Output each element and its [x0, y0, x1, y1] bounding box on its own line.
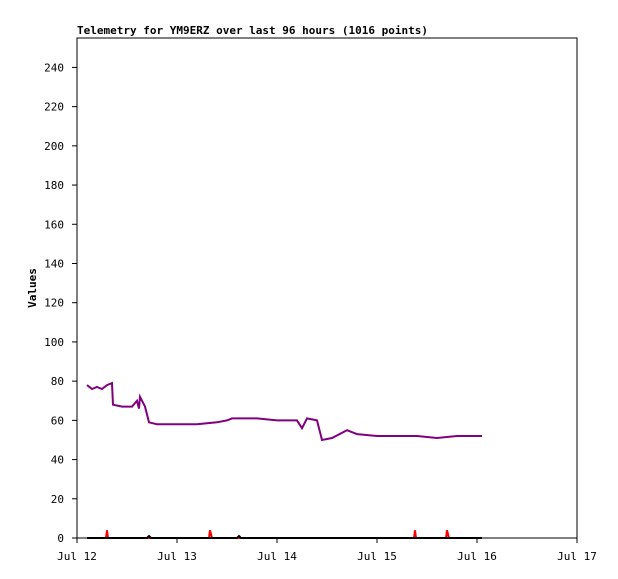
chart-title: Telemetry for YM9ERZ over last 96 hours …: [77, 24, 428, 37]
series-line: [87, 534, 482, 539]
y-tick-label: 60: [51, 414, 64, 427]
y-tick-label: 180: [44, 179, 64, 192]
series-line: [87, 529, 482, 539]
y-tick-label: 220: [44, 101, 64, 114]
series-line: [86, 381, 482, 442]
y-tick-label: 0: [57, 532, 64, 545]
y-tick-label: 20: [51, 493, 64, 506]
y-tick-label: 80: [51, 375, 64, 388]
y-axis-label: Values: [26, 268, 39, 308]
y-tick-label: 160: [44, 218, 64, 231]
y-tick-label: 140: [44, 257, 64, 270]
y-tick-label: 40: [51, 454, 64, 467]
x-tick-label: Jul 15: [357, 550, 397, 563]
x-tick-label: Jul 17: [557, 550, 597, 563]
y-tick-label: 120: [44, 297, 64, 310]
x-tick-label: Jul 12: [57, 550, 97, 563]
x-tick-label: Jul 13: [157, 550, 197, 563]
x-tick-label: Jul 16: [457, 550, 497, 563]
y-tick-label: 100: [44, 336, 64, 349]
plot-frame: [76, 37, 578, 539]
y-tick-label: 200: [44, 140, 64, 153]
x-tick-label: Jul 14: [257, 550, 297, 563]
y-tick-label: 240: [44, 61, 64, 74]
